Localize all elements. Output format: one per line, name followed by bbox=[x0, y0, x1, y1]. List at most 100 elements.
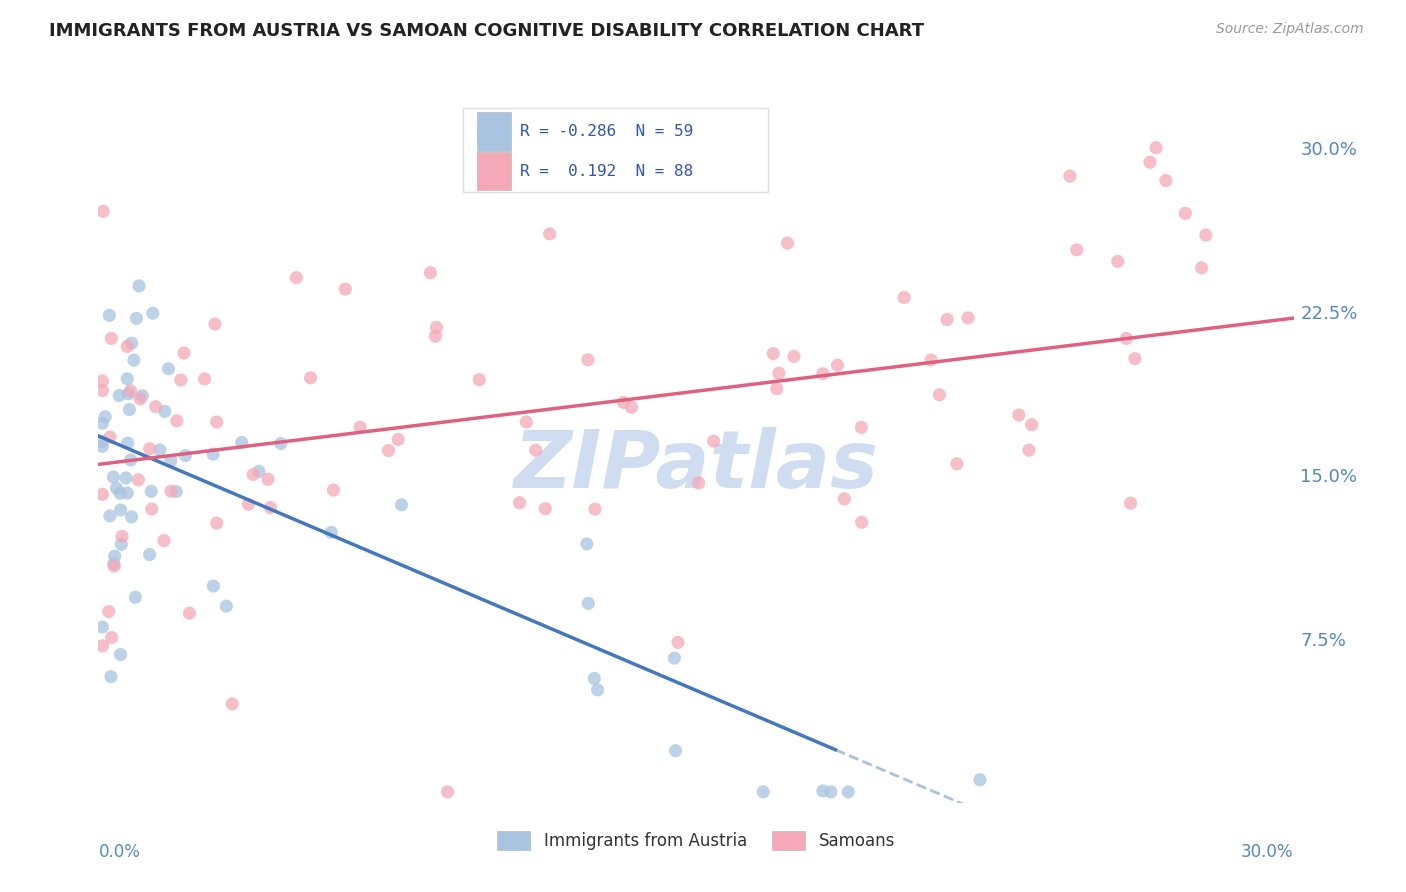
Point bbox=[105, 481, 128, 495]
Point bbox=[129, 392, 152, 406]
Point bbox=[98, 508, 121, 523]
Point bbox=[204, 317, 226, 331]
Point bbox=[160, 484, 183, 499]
Point bbox=[893, 290, 915, 304]
Point bbox=[270, 436, 292, 450]
Point bbox=[170, 373, 193, 387]
Point bbox=[436, 785, 458, 799]
Point bbox=[108, 388, 131, 402]
Point bbox=[108, 486, 131, 500]
Point bbox=[811, 367, 834, 381]
Point bbox=[612, 395, 634, 409]
Point bbox=[1008, 408, 1031, 422]
Point bbox=[149, 442, 172, 457]
Point bbox=[117, 339, 139, 353]
Point bbox=[1119, 496, 1142, 510]
Point bbox=[920, 353, 942, 368]
Point bbox=[98, 430, 121, 444]
Point bbox=[194, 372, 217, 386]
Point bbox=[664, 651, 686, 665]
Point bbox=[1139, 155, 1161, 169]
Point bbox=[145, 400, 167, 414]
Point bbox=[100, 331, 122, 345]
Point bbox=[1107, 254, 1129, 268]
Point bbox=[100, 670, 122, 684]
Point bbox=[91, 434, 114, 449]
Point bbox=[851, 515, 873, 529]
Point bbox=[1115, 331, 1137, 345]
Bar bbox=[477, 152, 510, 190]
Point bbox=[1195, 228, 1218, 243]
Point bbox=[515, 415, 537, 429]
Point bbox=[121, 509, 143, 524]
Point bbox=[703, 434, 725, 449]
Bar bbox=[477, 112, 510, 151]
Point bbox=[583, 672, 606, 686]
Point bbox=[159, 453, 181, 467]
Point bbox=[165, 484, 187, 499]
Point bbox=[202, 447, 225, 461]
Point bbox=[141, 484, 163, 499]
Point bbox=[131, 389, 153, 403]
Point bbox=[419, 266, 441, 280]
Point bbox=[138, 548, 160, 562]
Point bbox=[174, 449, 197, 463]
Point bbox=[242, 467, 264, 482]
Point bbox=[103, 470, 125, 484]
Text: 30.0%: 30.0% bbox=[1241, 843, 1294, 861]
Point bbox=[688, 475, 710, 490]
Point bbox=[202, 579, 225, 593]
Point bbox=[205, 415, 228, 429]
Point bbox=[91, 374, 114, 388]
Point bbox=[231, 435, 253, 450]
Point bbox=[285, 270, 308, 285]
Point bbox=[118, 402, 141, 417]
Text: ZIPatlas: ZIPatlas bbox=[513, 427, 879, 506]
Point bbox=[104, 549, 127, 564]
Point bbox=[349, 420, 371, 434]
Point bbox=[936, 312, 959, 326]
Point bbox=[98, 309, 121, 323]
Point bbox=[851, 420, 873, 434]
Point bbox=[538, 227, 561, 241]
Point bbox=[259, 500, 281, 515]
Point bbox=[928, 388, 950, 402]
Point bbox=[946, 457, 969, 471]
Point bbox=[534, 501, 557, 516]
Point bbox=[103, 559, 125, 574]
Point bbox=[586, 682, 609, 697]
Point bbox=[583, 502, 606, 516]
Text: R =  0.192  N = 88: R = 0.192 N = 88 bbox=[520, 163, 693, 178]
Point bbox=[91, 204, 114, 219]
Text: 0.0%: 0.0% bbox=[98, 843, 141, 861]
Point bbox=[1018, 443, 1040, 458]
Point bbox=[257, 472, 280, 486]
Point bbox=[205, 516, 228, 530]
Bar bbox=[463, 108, 768, 192]
Point bbox=[783, 350, 806, 364]
Point bbox=[834, 491, 856, 506]
Point bbox=[752, 785, 775, 799]
Point bbox=[138, 442, 160, 456]
Point bbox=[762, 346, 785, 360]
Point bbox=[117, 436, 139, 450]
Point bbox=[391, 498, 413, 512]
Point bbox=[425, 329, 447, 343]
Point bbox=[956, 310, 979, 325]
Point bbox=[215, 599, 238, 614]
Point bbox=[94, 409, 117, 424]
Point bbox=[387, 433, 409, 447]
Point bbox=[664, 744, 686, 758]
Point bbox=[1144, 141, 1167, 155]
Point bbox=[142, 306, 165, 320]
Text: Source: ZipAtlas.com: Source: ZipAtlas.com bbox=[1216, 22, 1364, 37]
Point bbox=[238, 497, 260, 511]
Point bbox=[969, 772, 991, 787]
Point bbox=[1021, 417, 1043, 432]
Point bbox=[524, 443, 547, 458]
Point bbox=[173, 346, 195, 360]
Point bbox=[91, 416, 114, 430]
Point bbox=[97, 605, 120, 619]
Point bbox=[837, 785, 859, 799]
Point bbox=[575, 537, 598, 551]
